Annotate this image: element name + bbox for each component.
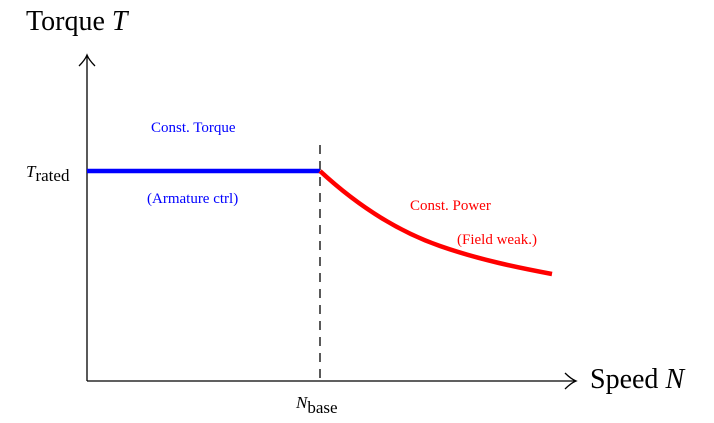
n-base-label: Nbase	[296, 393, 338, 416]
armature-ctrl-label: (Armature ctrl)	[147, 191, 239, 207]
t-rated-subscript: rated	[35, 166, 70, 185]
y-axis-title: Torque T	[26, 8, 127, 36]
x-axis-symbol: N	[665, 364, 685, 395]
n-base-symbol: N	[296, 393, 308, 412]
y-axis-symbol: T	[111, 6, 128, 37]
const-power-label: Const. Power	[410, 198, 491, 214]
x-axis-arrow-icon	[564, 372, 578, 390]
const-power-curve	[318, 169, 553, 277]
x-axis-title: Speed N	[590, 366, 684, 394]
t-rated-label: Trated	[26, 162, 69, 184]
n-base-subscript: base	[307, 398, 338, 417]
const-torque-label: Const. Torque	[151, 120, 236, 136]
field-weak-label: (Field weak.)	[457, 232, 537, 248]
y-axis-word: Torque	[26, 6, 112, 37]
t-rated-symbol: T	[26, 162, 36, 181]
x-axis-word: Speed	[590, 364, 666, 395]
y-axis-arrow-icon	[78, 53, 96, 67]
